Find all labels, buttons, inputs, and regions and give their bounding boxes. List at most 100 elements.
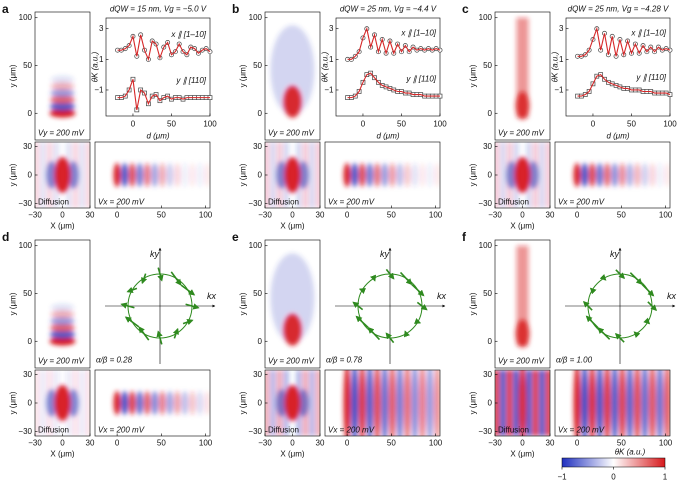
map-blob bbox=[158, 391, 166, 415]
map-blob bbox=[351, 163, 359, 187]
x-tick-label: −30 bbox=[258, 439, 272, 448]
field-arrow bbox=[141, 273, 148, 285]
map-blob bbox=[596, 370, 604, 436]
map-blob bbox=[54, 385, 71, 421]
y-tick-label: 100 bbox=[19, 241, 33, 250]
y-tick-label: 3 bbox=[559, 24, 564, 33]
map-blob bbox=[611, 163, 619, 187]
field-arrow bbox=[385, 332, 395, 344]
k-label: ky bbox=[380, 249, 390, 259]
map-blob bbox=[358, 163, 366, 187]
x-tick-label: 0 bbox=[575, 439, 580, 448]
map-frame bbox=[324, 369, 441, 437]
y-tick-label: 50 bbox=[23, 289, 32, 298]
y-axis-label: y (μm) bbox=[239, 64, 248, 87]
y-tick-label: 0 bbox=[28, 109, 33, 118]
x-axis-label: X (μm) bbox=[50, 450, 74, 459]
y-tick-label: 3 bbox=[99, 24, 104, 33]
y-axis-label: y (μm) bbox=[469, 64, 478, 87]
y-tick-label: 1 bbox=[559, 55, 564, 64]
map-blob bbox=[373, 163, 381, 187]
map-blob bbox=[188, 163, 196, 187]
x-tick-label: 0 bbox=[290, 211, 295, 220]
map-stripe bbox=[539, 142, 545, 208]
field-arrow bbox=[647, 301, 658, 312]
map-blob bbox=[50, 95, 75, 105]
y-tick-label: 0 bbox=[28, 337, 33, 346]
series-label: x ∥ [1–10] bbox=[400, 29, 436, 38]
map-blob bbox=[50, 82, 75, 91]
map-caption: Vy = 200 mV bbox=[268, 357, 315, 366]
x-tick-label: 100 bbox=[659, 439, 673, 448]
map-frame bbox=[554, 369, 671, 437]
map-caption: Vy = 200 mV bbox=[498, 357, 545, 366]
y-tick-label: 50 bbox=[253, 289, 262, 298]
y-tick-label: 30 bbox=[483, 142, 492, 151]
x-tick-label: 30 bbox=[316, 211, 325, 220]
map-blob bbox=[46, 161, 57, 189]
map-blob bbox=[173, 391, 181, 415]
field-arrow bbox=[385, 268, 395, 280]
map-blob bbox=[426, 163, 434, 187]
x-tick-label: 0 bbox=[361, 120, 366, 129]
map-blob bbox=[396, 370, 404, 436]
x-tick-label: 50 bbox=[397, 120, 406, 129]
x-tick-label: 0 bbox=[520, 439, 525, 448]
y-tick-label: 100 bbox=[19, 13, 33, 22]
field-arrow bbox=[124, 316, 140, 328]
map bbox=[35, 370, 90, 436]
y-axis-label: y (μm) bbox=[9, 64, 18, 87]
map-blob bbox=[121, 391, 129, 415]
map-blob bbox=[68, 389, 79, 417]
series-label: y ∥ [110] bbox=[175, 76, 206, 85]
map-image bbox=[343, 370, 440, 436]
panel-label: f bbox=[462, 230, 467, 244]
map-frame bbox=[324, 141, 441, 209]
map-blob bbox=[49, 109, 76, 118]
y-tick-label: −30 bbox=[248, 199, 262, 208]
map-blob bbox=[283, 85, 302, 118]
x-tick-label: 100 bbox=[199, 211, 213, 220]
y-axis-label: θK (a.u.) bbox=[91, 51, 100, 82]
x-tick-label: 50 bbox=[167, 120, 176, 129]
panel: e 0 50 100 −30 0 30 −30 0 30 0 50 100 y (μm) y (μm) X (… bbox=[232, 230, 447, 459]
field-arrow bbox=[614, 332, 625, 343]
map-blob bbox=[343, 163, 351, 187]
field-arrow bbox=[120, 302, 135, 309]
y-tick-label: 0 bbox=[488, 109, 493, 118]
y-axis-label: y (μm) bbox=[9, 391, 18, 414]
field-arrow bbox=[597, 327, 611, 340]
field-arrow bbox=[180, 284, 196, 296]
y-tick-label: 100 bbox=[249, 13, 263, 22]
map-blob bbox=[618, 163, 626, 187]
panel-label: b bbox=[232, 2, 239, 16]
map-blob bbox=[418, 163, 426, 187]
x-tick-label: 30 bbox=[546, 211, 555, 220]
map-blob bbox=[68, 161, 79, 189]
map-blob bbox=[298, 161, 309, 189]
x-axis-label: X (μm) bbox=[280, 450, 304, 459]
map-blob bbox=[388, 163, 396, 187]
map-streak bbox=[516, 17, 529, 119]
fit-line bbox=[117, 34, 211, 62]
map-blob bbox=[50, 88, 75, 98]
y-tick-label: 100 bbox=[479, 13, 493, 22]
y-tick-label: 30 bbox=[253, 370, 262, 379]
map-image bbox=[573, 163, 670, 187]
k-label: kx bbox=[437, 291, 447, 301]
y-tick-label: −30 bbox=[18, 427, 32, 436]
field-arrow bbox=[126, 286, 138, 293]
y-tick-label: 100 bbox=[249, 241, 263, 250]
map bbox=[265, 142, 320, 208]
map-blob bbox=[641, 163, 649, 187]
map-stripe bbox=[85, 370, 90, 436]
map-stripe bbox=[270, 370, 276, 436]
map bbox=[325, 142, 440, 208]
map-blob bbox=[196, 163, 204, 187]
map-stripe bbox=[309, 142, 315, 208]
map-blob bbox=[588, 163, 596, 187]
map-blob bbox=[270, 253, 315, 344]
map-frame bbox=[94, 369, 211, 437]
y-axis-label: y (μm) bbox=[9, 163, 18, 186]
